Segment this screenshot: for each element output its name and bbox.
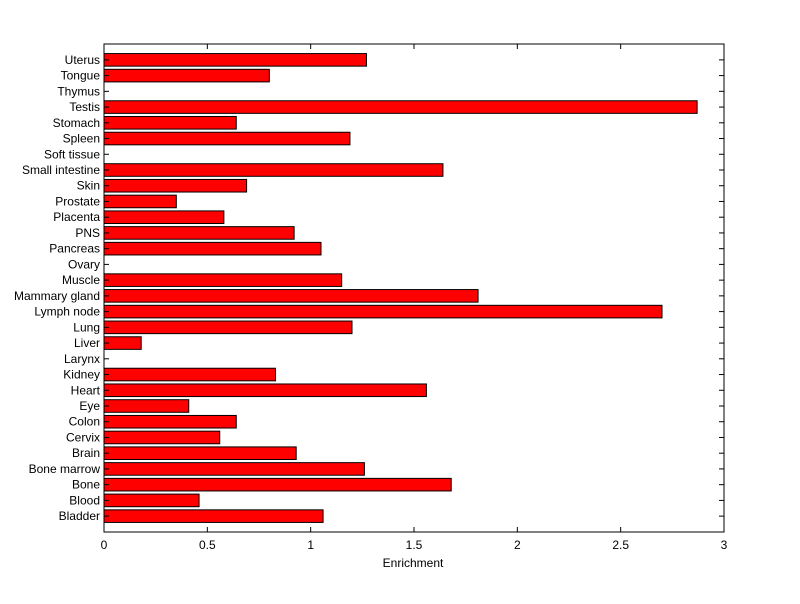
y-tick-label: Skin xyxy=(77,179,100,193)
bar-brain xyxy=(103,446,297,461)
y-tick-label: Spleen xyxy=(63,132,100,146)
x-tick-label: 1.5 xyxy=(406,538,423,552)
y-tick-label: Prostate xyxy=(55,194,100,208)
bar-lung xyxy=(103,320,353,335)
y-tick-label: Pancreas xyxy=(49,242,100,256)
bar-testis xyxy=(103,100,698,114)
bar-heart xyxy=(103,383,427,398)
y-tick-label: Testis xyxy=(69,100,100,114)
bar-mammary-gland xyxy=(103,289,479,303)
y-tick-label: Colon xyxy=(69,415,100,429)
x-tick-label: 1 xyxy=(307,538,314,552)
y-tick-label: Uterus xyxy=(65,53,100,67)
bar-cervix xyxy=(103,430,221,445)
x-tick-label: 0.5 xyxy=(199,538,216,552)
y-tick-label: Soft tissue xyxy=(44,147,100,161)
bar-muscle xyxy=(103,273,343,287)
bar-placenta xyxy=(103,210,225,225)
bar-bone-marrow xyxy=(103,462,365,476)
y-tick-label: Liver xyxy=(74,336,100,350)
bar-prostate xyxy=(103,194,177,209)
bars-layer xyxy=(103,53,698,523)
y-tick-label: Bone xyxy=(72,478,100,492)
bar-pancreas xyxy=(103,241,322,256)
y-tick-label: Tongue xyxy=(61,69,101,83)
y-tick-label: Heart xyxy=(71,383,101,397)
y-tick-label: Bone marrow xyxy=(29,462,101,476)
bar-spleen xyxy=(103,131,351,146)
bar-tongue xyxy=(103,68,270,83)
bar-liver xyxy=(103,336,142,350)
y-tick-label: Larynx xyxy=(64,352,100,366)
x-tick-label: 2.5 xyxy=(612,538,629,552)
x-tick-label: 2 xyxy=(514,538,521,552)
x-axis-label: Enrichment xyxy=(383,556,444,570)
bar-eye xyxy=(103,399,190,413)
y-tick-label: Mammary gland xyxy=(14,289,100,303)
bar-skin xyxy=(103,178,248,193)
y-tick-label: Ovary xyxy=(68,257,100,271)
bar-bone xyxy=(103,477,452,492)
y-tick-label: Lymph node xyxy=(34,305,100,319)
y-tick-label: PNS xyxy=(75,226,100,240)
bar-blood xyxy=(103,493,200,508)
y-tick-label: Thymus xyxy=(57,84,100,98)
bar-pns xyxy=(103,226,295,240)
bar-kidney xyxy=(103,367,277,382)
plot-area-frame xyxy=(103,43,725,533)
y-tick-label: Bladder xyxy=(59,509,100,523)
y-tick-label: Eye xyxy=(79,399,100,413)
bar-bladder xyxy=(103,509,324,523)
x-tick-label: 0 xyxy=(101,538,108,552)
y-tick-label: Placenta xyxy=(53,210,100,224)
bar-lymph-node xyxy=(103,304,663,319)
bar-uterus xyxy=(103,53,367,67)
x-tick-label: 3 xyxy=(721,538,728,552)
y-tick-label: Brain xyxy=(72,446,100,460)
bar-small-intestine xyxy=(103,163,444,177)
bar-colon xyxy=(103,414,237,429)
y-tick-label: Small intestine xyxy=(22,163,100,177)
y-tick-label: Cervix xyxy=(66,430,100,444)
y-tick-label: Muscle xyxy=(62,273,100,287)
y-tick-label: Lung xyxy=(73,320,100,334)
y-tick-label: Blood xyxy=(69,493,100,507)
y-tick-label: Stomach xyxy=(53,116,100,130)
y-tick-label: Kidney xyxy=(63,368,100,382)
bar-stomach xyxy=(103,116,237,130)
x-tick-labels: 0 0.5 1 1.5 2 2.5 3 xyxy=(101,538,728,552)
